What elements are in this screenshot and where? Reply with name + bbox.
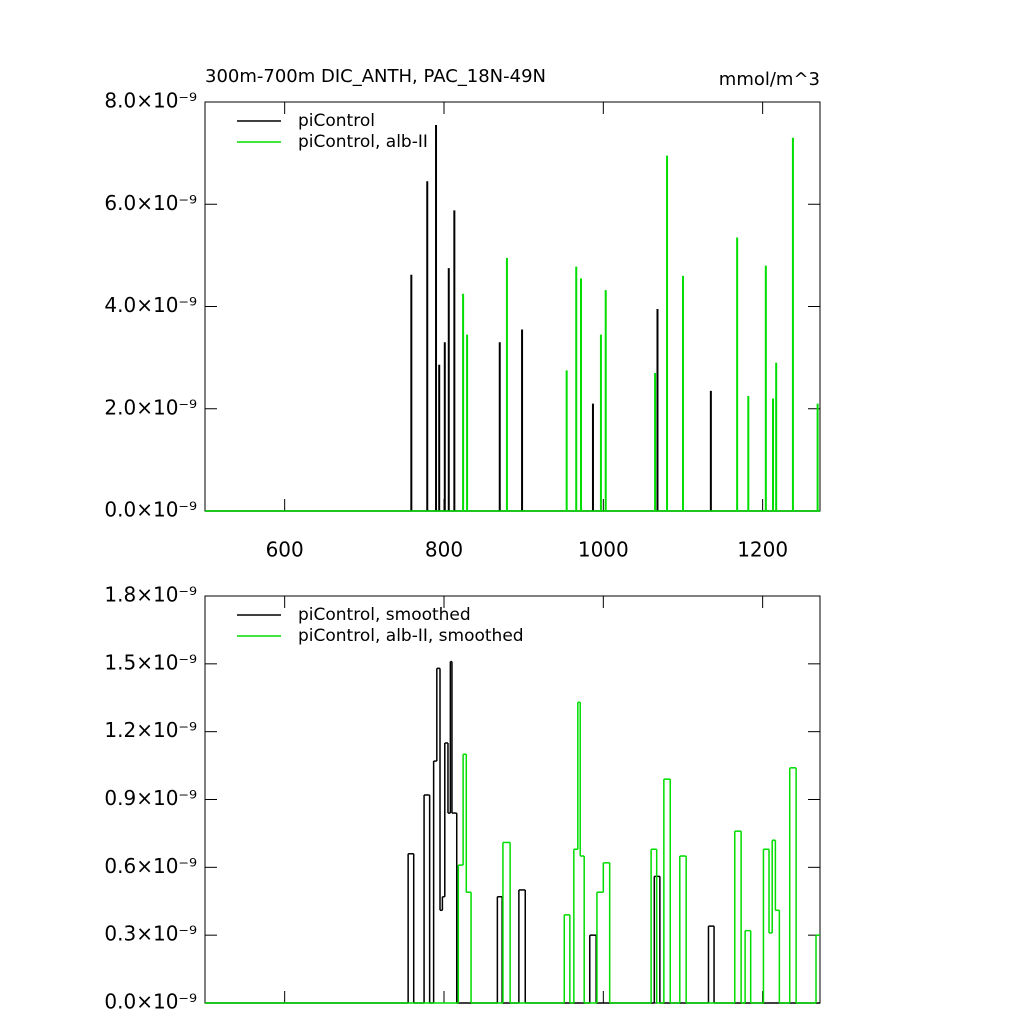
y-tick-label: 0.0×10⁻⁹ [104,498,197,522]
legend-label: piControl, alb-II, smoothed [298,626,524,646]
legend-label: piControl [298,111,375,131]
y-tick-label: 4.0×10⁻⁹ [104,293,197,317]
legend-label: piControl, smoothed [298,605,471,625]
x-tick-label: 1000 [578,538,629,562]
y-tick-label: 0.0×10⁻⁹ [104,990,197,1014]
x-tick-label: 600 [266,538,304,562]
y-tick-label: 1.8×10⁻⁹ [104,583,197,607]
legend-label: piControl, alb-II [298,132,428,152]
units-label: mmol/m^3 [719,69,820,90]
x-tick-label: 1200 [737,538,788,562]
y-tick-label: 0.6×10⁻⁹ [104,854,197,878]
x-tick-label: 800 [425,538,463,562]
y-tick-label: 8.0×10⁻⁹ [104,89,197,113]
y-tick-label: 6.0×10⁻⁹ [104,191,197,215]
y-tick-label: 0.3×10⁻⁹ [104,922,197,946]
chart-title: 300m-700m DIC_ANTH, PAC_18N-49N [205,66,546,87]
y-tick-label: 1.5×10⁻⁹ [104,650,197,674]
y-tick-label: 2.0×10⁻⁹ [104,395,197,419]
plot-frame [204,595,821,1004]
y-tick-label: 1.2×10⁻⁹ [104,718,197,742]
y-tick-label: 0.9×10⁻⁹ [104,786,197,810]
plot-frame [204,101,821,512]
